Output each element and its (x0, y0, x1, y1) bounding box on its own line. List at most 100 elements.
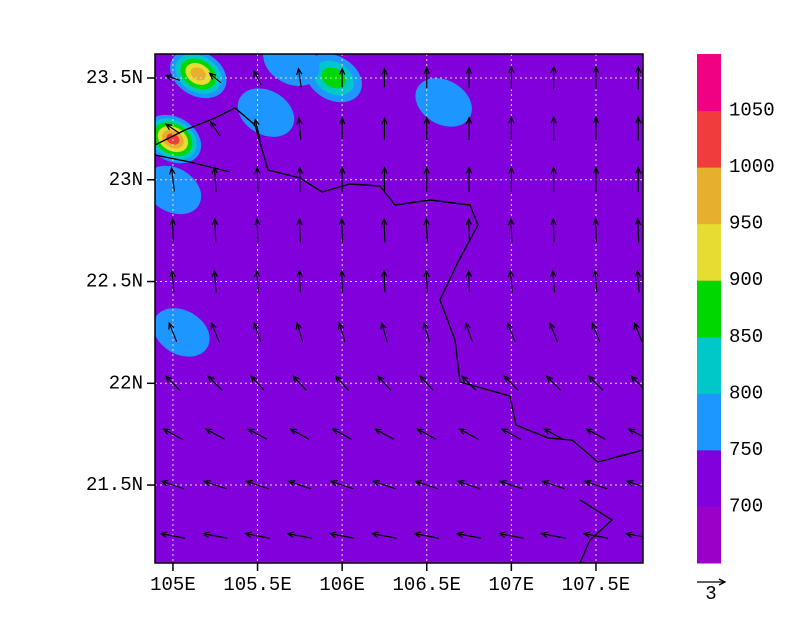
wind-vector (413, 531, 439, 539)
wind-vector (506, 321, 516, 342)
wind-vector (549, 269, 557, 293)
wind-vector (625, 480, 643, 488)
wind-vector (464, 321, 473, 342)
wind-vector (634, 217, 642, 243)
wind-vector (244, 480, 269, 490)
wind-vector (592, 217, 599, 243)
colorbar-box (697, 393, 721, 451)
y-tick-label: 23.5N (86, 67, 143, 89)
wind-vector (338, 269, 346, 293)
wind-vector (508, 65, 515, 90)
wind-vector (458, 428, 479, 440)
wind-vector (160, 480, 185, 490)
colorbar-label: 750 (729, 439, 763, 461)
wind-vector (296, 217, 303, 243)
wind-vector (376, 375, 392, 391)
wind-vector (550, 217, 557, 243)
wind-vector (243, 531, 270, 539)
wind-vector (211, 217, 219, 243)
wind-vector (585, 428, 606, 440)
wind-vector (338, 166, 346, 192)
contour-patch (155, 308, 210, 357)
wind-vector (287, 480, 312, 490)
wind-vector (498, 480, 523, 490)
wind-vector (541, 480, 566, 490)
wind-vector (416, 428, 437, 440)
wind-vector (253, 69, 262, 86)
wind-vector (465, 269, 473, 293)
wind-vector (292, 375, 307, 391)
wind-vector (455, 531, 482, 539)
wind-vector (592, 166, 600, 192)
colorbar-label: 1050 (729, 100, 775, 122)
y-tick-label: 23N (109, 169, 143, 191)
wind-vector (423, 116, 430, 141)
wind-vector (423, 166, 430, 192)
reference-vector (697, 578, 727, 586)
wind-vector (635, 166, 642, 192)
wind-vector (253, 321, 262, 342)
colorbar-box (697, 223, 721, 281)
wind-vector (296, 166, 304, 192)
wind-vector (423, 269, 430, 293)
wind-vector (286, 531, 313, 539)
wind-vector (202, 480, 227, 490)
wind-vector (624, 531, 643, 538)
wind-vector (334, 375, 350, 391)
colorbar-label: 900 (729, 269, 763, 291)
wind-vector (627, 428, 643, 438)
wind-vector (380, 269, 388, 293)
wind-vector (592, 269, 599, 293)
wind-vector (465, 116, 473, 141)
wind-vector (381, 116, 388, 140)
wind-vector (380, 217, 388, 243)
wind-vector (373, 428, 395, 440)
wind-vector (423, 217, 430, 243)
wind-vector (168, 321, 178, 342)
wind-vector (550, 115, 557, 141)
colorbar-box (697, 167, 721, 225)
wind-vector (207, 375, 223, 391)
wind-vector (592, 65, 600, 90)
wind-vector (381, 67, 388, 88)
wind-vector (500, 428, 521, 440)
x-tick-label: 105E (150, 574, 196, 596)
reference-vector-label: 3 (705, 583, 716, 605)
wind-vector (164, 123, 181, 135)
border-line (155, 107, 643, 563)
wind-vector (635, 115, 642, 141)
wind-vector (209, 120, 221, 137)
x-tick-label: 107E (489, 574, 535, 596)
plot-area (155, 54, 643, 563)
contour-patch (415, 78, 472, 127)
wind-vector (338, 67, 346, 88)
wind-vector (289, 428, 310, 440)
wind-vector (253, 269, 261, 293)
colorbar-label: 1000 (729, 156, 775, 178)
colorbar-box (697, 336, 721, 394)
wind-vector (295, 321, 304, 342)
wind-vector (296, 116, 303, 140)
wind-vector (211, 269, 219, 293)
colorbar-label: 950 (729, 213, 763, 235)
wind-vector (550, 166, 557, 192)
wind-vector (507, 269, 515, 293)
wind-vector (164, 74, 181, 81)
wind-vector (633, 321, 643, 342)
plot-frame (154, 53, 644, 564)
colorbar-label: 850 (729, 326, 763, 348)
wind-vector (208, 72, 222, 84)
wind-vector (246, 428, 268, 440)
wind-vector (456, 480, 481, 490)
wind-vector (543, 428, 564, 440)
y-tick-label: 21.5N (86, 474, 143, 496)
wind-vector (164, 375, 181, 391)
wind-vector (253, 118, 261, 139)
wind-vector (508, 166, 515, 192)
x-tick-label: 106.5E (393, 574, 461, 596)
wind-vector (550, 65, 557, 90)
wind-vector (338, 217, 346, 243)
wind-vector (328, 531, 355, 539)
wind-vector (337, 321, 346, 342)
wind-vector (254, 166, 261, 192)
